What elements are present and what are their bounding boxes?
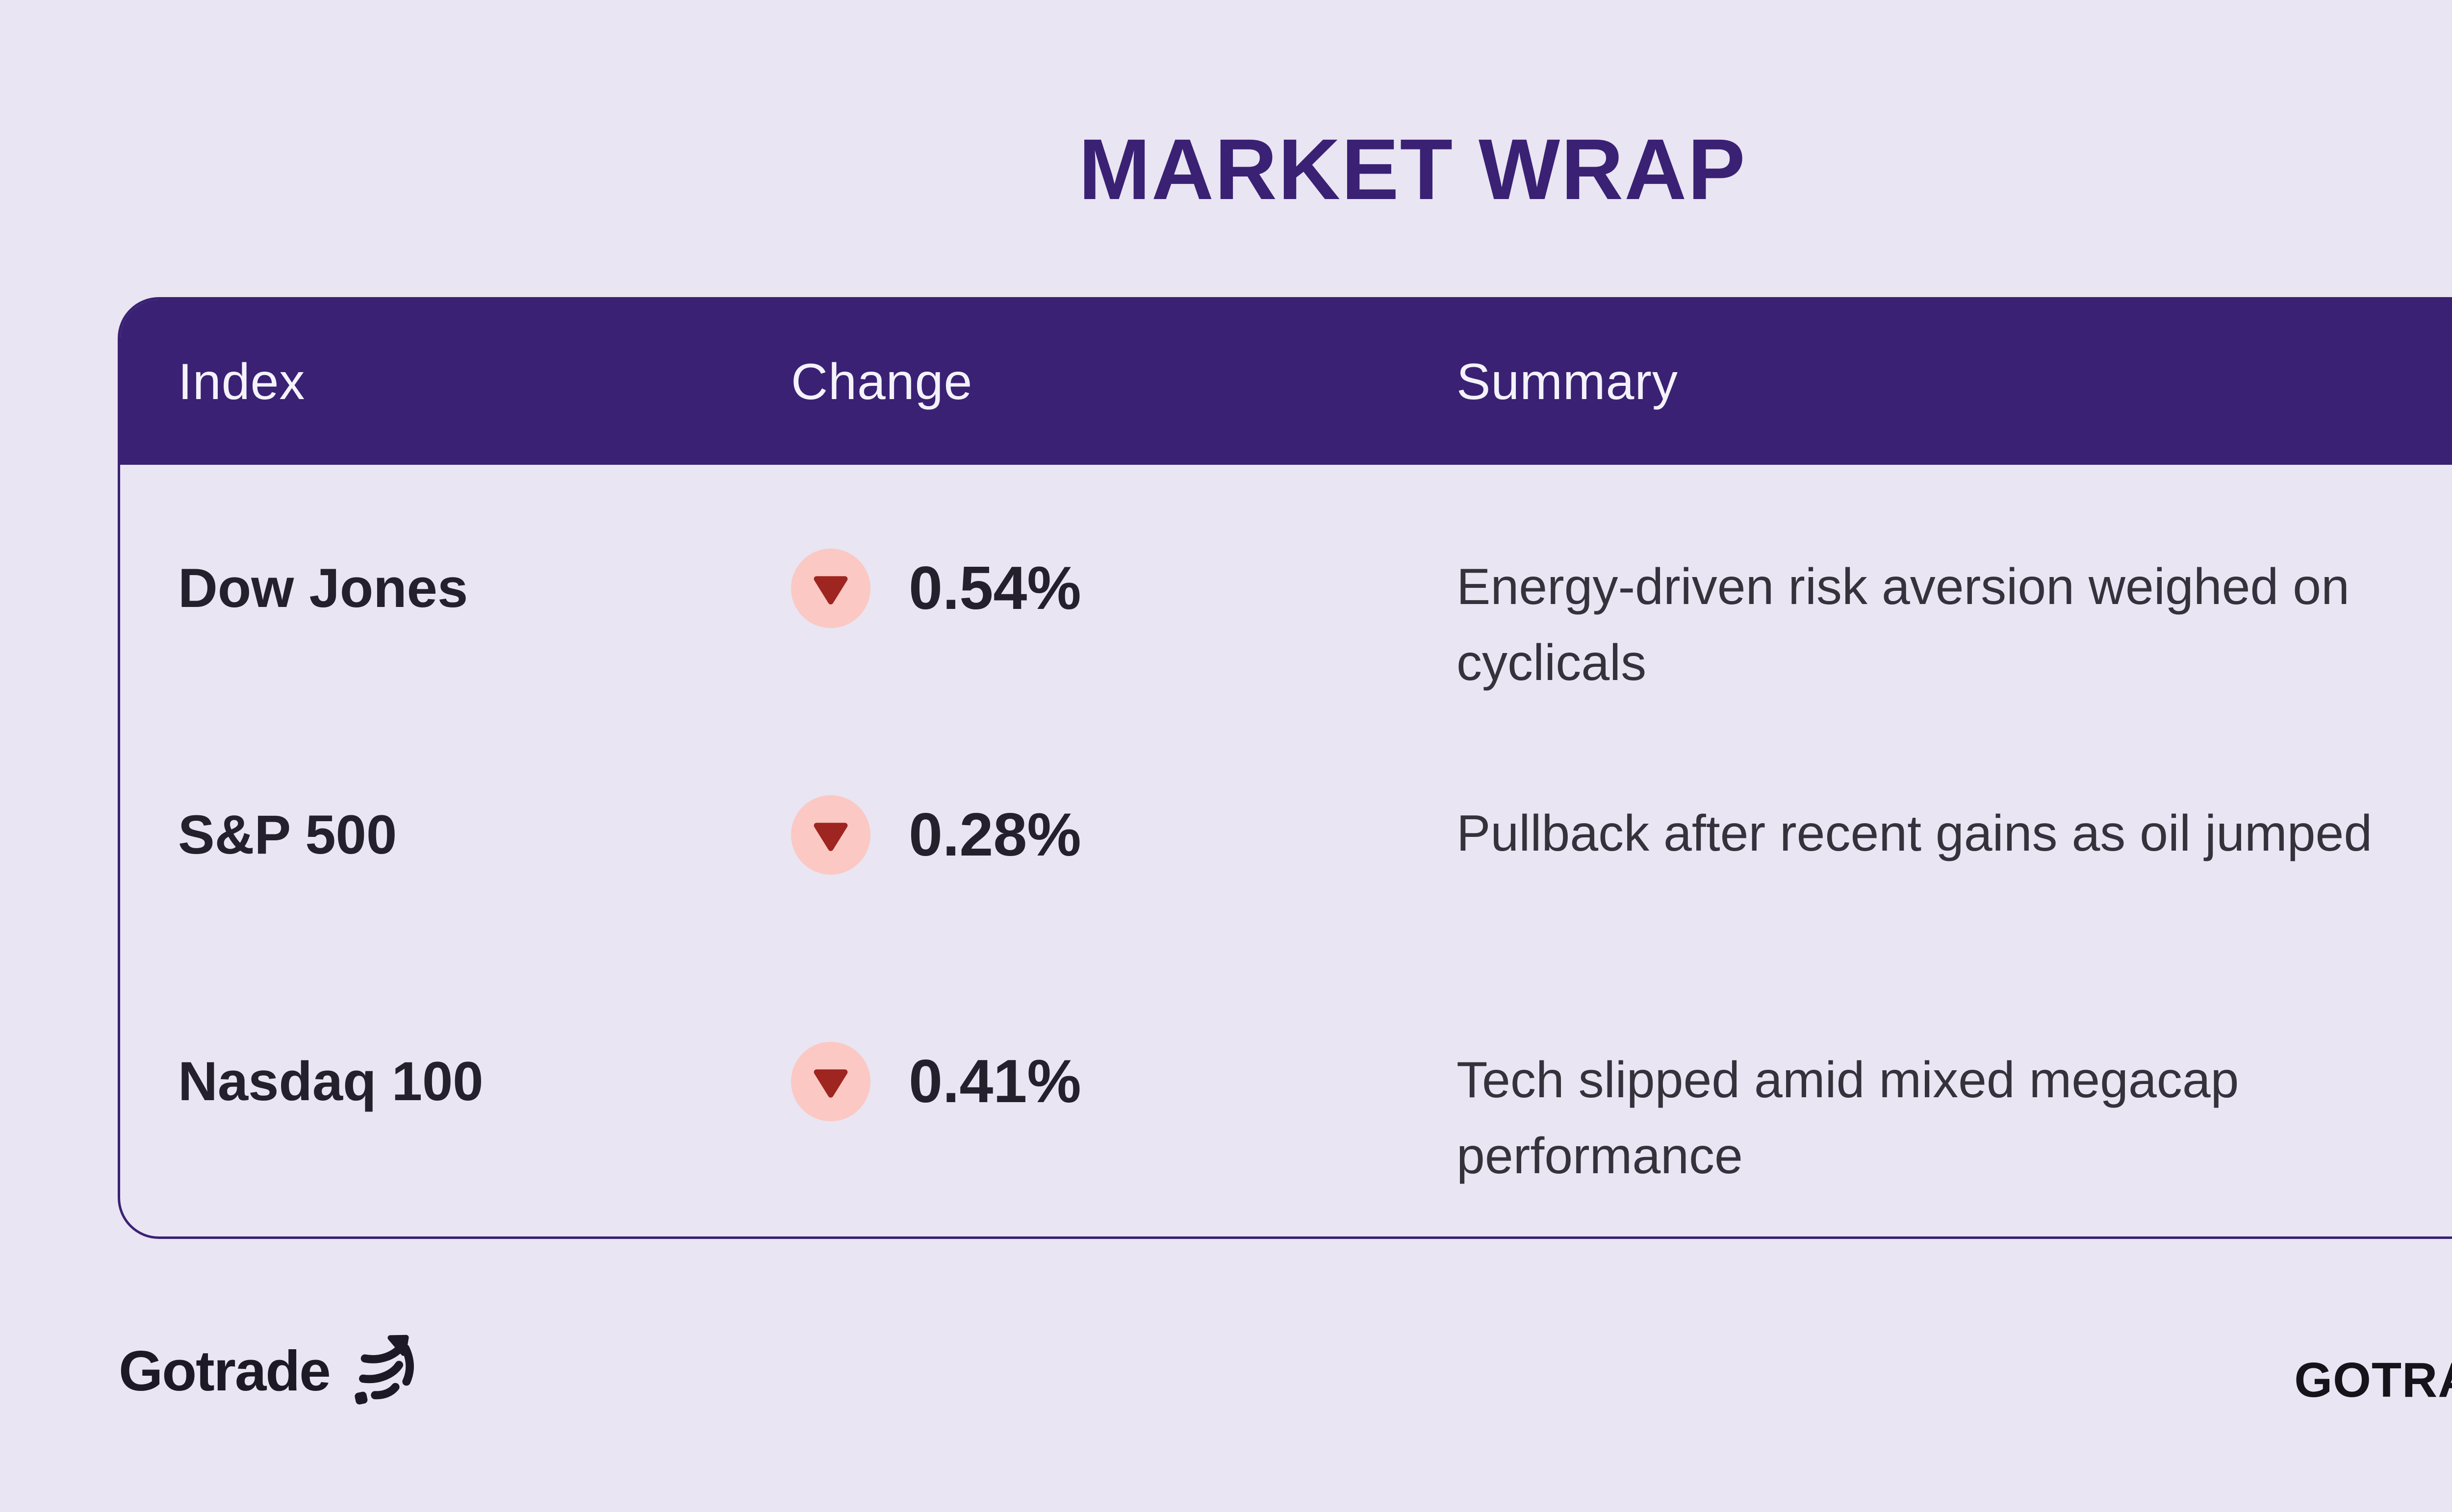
change-value: 0.41% [909,1047,1081,1115]
change-cell: 0.54% [791,548,1456,628]
publication-name: GOTRADE DAILY [2294,1353,2452,1408]
gotrade-logo-icon [345,1334,419,1408]
column-header-summary: Summary [1456,353,1678,410]
change-value: 0.28% [909,801,1081,869]
summary-text: Tech slipped amid mixed megacap performa… [1456,1052,2239,1184]
page-title: MARKET WRAP [1078,122,1746,218]
index-name: Nasdaq 100 [178,1051,484,1112]
index-name: Dow Jones [178,557,468,619]
table-row: S&P 500 0.28% Pullback after recent gain… [120,711,2452,958]
brand-name: Gotrade [119,1339,331,1403]
summary-text: Energy-driven risk aversion weighed on c… [1456,558,2350,691]
change-value: 0.54% [909,554,1081,622]
change-cell: 0.28% [791,795,1456,875]
column-header-change: Change [791,353,973,410]
change-badge [791,1041,870,1121]
table-row: Nasdaq 100 0.41% Tech slipped amid mixed… [120,958,2452,1205]
summary-text: Pullback after recent gains as oil jumpe… [1456,805,2373,862]
market-table-card: Index Change Summary Dow Jones 0.54% Ene… [118,297,2452,1239]
triangle-down-icon [814,822,848,851]
change-cell: 0.41% [791,1041,1456,1121]
table-row: Dow Jones 0.54% Energy-driven risk avers… [120,465,2452,711]
triangle-down-icon [814,576,848,605]
change-badge [791,548,870,628]
change-badge [791,795,870,875]
index-name: S&P 500 [178,804,397,865]
triangle-down-icon [814,1069,848,1098]
column-header-index: Index [178,353,306,410]
table-header-row: Index Change Summary [120,300,2452,465]
brand-lockup: Gotrade [119,1334,419,1408]
